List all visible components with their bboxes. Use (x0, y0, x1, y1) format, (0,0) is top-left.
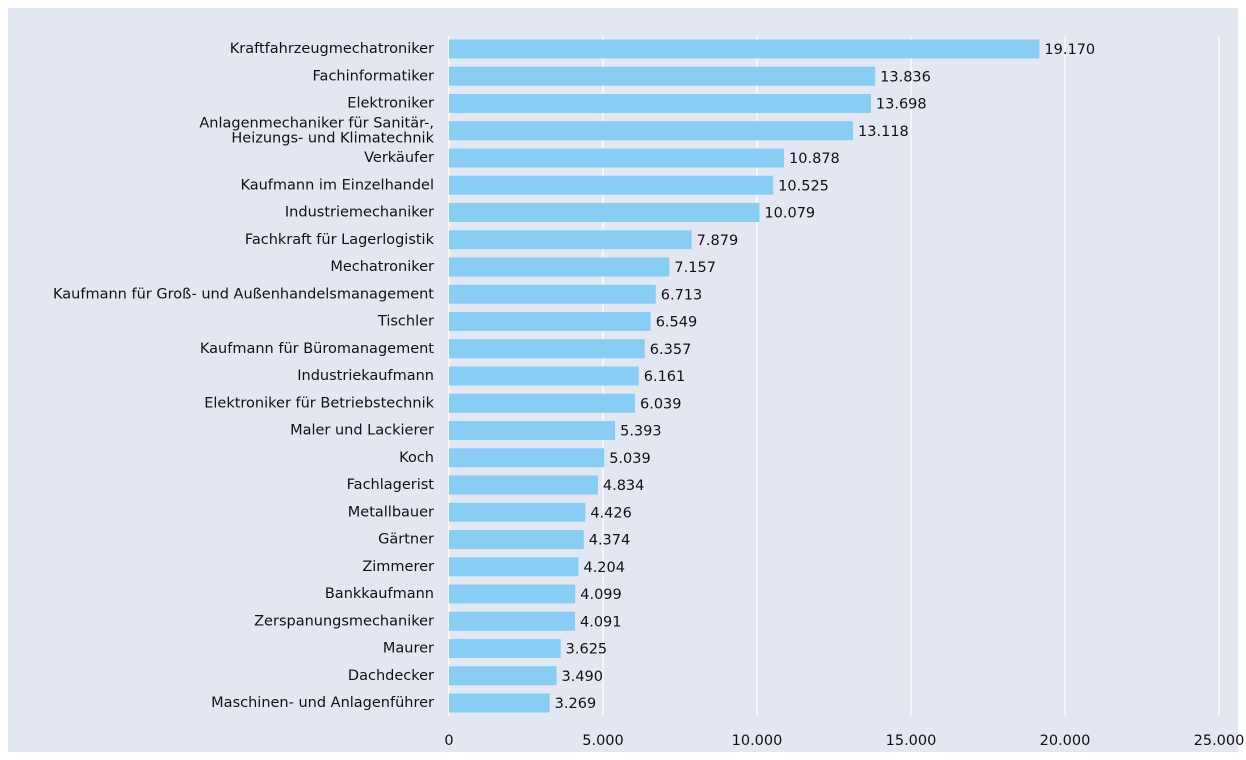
category-label: Kaufmann für Groß- und Außenhandelsmanag… (53, 286, 434, 302)
category-label: Tischler (377, 314, 434, 330)
bar (449, 475, 598, 495)
bar (449, 366, 639, 386)
category-label: Koch (399, 450, 434, 466)
value-label: 6.161 (644, 369, 686, 385)
value-label: 5.393 (620, 424, 662, 440)
value-label: 4.204 (583, 560, 625, 576)
category-label: Kaufmann für Büromanagement (200, 341, 434, 357)
value-label: 10.079 (764, 206, 815, 222)
value-label: 6.549 (656, 315, 698, 331)
category-label: Verkäufer (364, 150, 434, 166)
value-label: 19.170 (1044, 42, 1095, 58)
bar (449, 557, 579, 577)
value-label: 4.834 (603, 478, 645, 494)
x-tick-label: 0 (444, 733, 453, 749)
bar (449, 502, 586, 522)
value-label: 4.426 (590, 505, 632, 521)
value-label: 3.490 (561, 669, 603, 685)
value-label: 6.357 (650, 342, 692, 358)
bar (449, 257, 670, 277)
category-label: Zerspanungsmechaniker (254, 613, 434, 629)
category-label: Mechatroniker (330, 259, 434, 275)
category-label: Anlagenmechaniker für Sanitär-, Heizungs-… (199, 115, 434, 146)
bar (449, 230, 692, 250)
x-tick-label: 20.000 (1040, 733, 1091, 749)
category-label: Industriekaufmann (297, 368, 434, 384)
value-label: 3.625 (566, 642, 608, 658)
value-label: 5.039 (609, 451, 651, 467)
category-label: Fachinformatiker (313, 68, 434, 84)
value-label: 10.878 (789, 151, 840, 167)
value-label: 6.039 (640, 396, 682, 412)
category-label: Fachkraft für Lagerlogistik (245, 232, 435, 248)
bar (449, 448, 605, 468)
value-label: 4.091 (580, 614, 622, 630)
bar (449, 421, 616, 440)
x-tick-label: 10.000 (732, 733, 783, 749)
bar (449, 39, 1040, 59)
category-label: Maurer (383, 641, 434, 657)
x-tick-label: 15.000 (886, 733, 937, 749)
bar (449, 530, 584, 549)
bar (449, 666, 557, 686)
category-label: Bankkaufmann (325, 586, 434, 602)
value-label: 4.374 (589, 533, 631, 549)
category-label: Kraftfahrzeugmechatroniker (230, 41, 434, 57)
category-label: Gärtner (378, 532, 434, 548)
category-label: Metallbauer (348, 504, 434, 520)
bar (449, 693, 550, 713)
value-label: 4.099 (580, 587, 622, 603)
x-tick-label: 25.000 (1194, 733, 1245, 749)
category-label: Industriemechaniker (285, 205, 434, 221)
bar (449, 284, 656, 304)
bar (449, 584, 576, 604)
bar (449, 339, 645, 359)
bar (449, 148, 785, 168)
value-label: 7.157 (674, 260, 716, 276)
bar (449, 312, 651, 331)
x-tick-label: 5.000 (582, 733, 624, 749)
value-label: 3.269 (555, 696, 597, 712)
category-label: Elektroniker (347, 96, 434, 112)
category-label: Kaufmann im Einzelhandel (240, 177, 434, 193)
bar (449, 66, 876, 86)
bar (449, 393, 636, 413)
category-label: Maler und Lackierer (290, 423, 434, 439)
category-label: Zimmerer (362, 559, 434, 575)
category-label: Maschinen- und Anlagenführer (211, 695, 434, 711)
category-label: Elektroniker für Betriebstechnik (204, 395, 434, 411)
value-label: 13.836 (880, 69, 931, 85)
value-label: 6.713 (661, 287, 703, 303)
bar (449, 611, 576, 631)
bar (449, 94, 871, 113)
value-label: 10.525 (778, 178, 829, 194)
bar (449, 639, 561, 658)
value-label: 13.118 (858, 124, 909, 140)
category-label: Fachlagerist (347, 477, 435, 493)
value-label: 13.698 (876, 97, 927, 113)
bar (449, 121, 854, 141)
value-label: 7.879 (697, 233, 739, 249)
bar (449, 203, 760, 222)
category-label: Dachdecker (348, 668, 434, 684)
bar (449, 175, 774, 195)
